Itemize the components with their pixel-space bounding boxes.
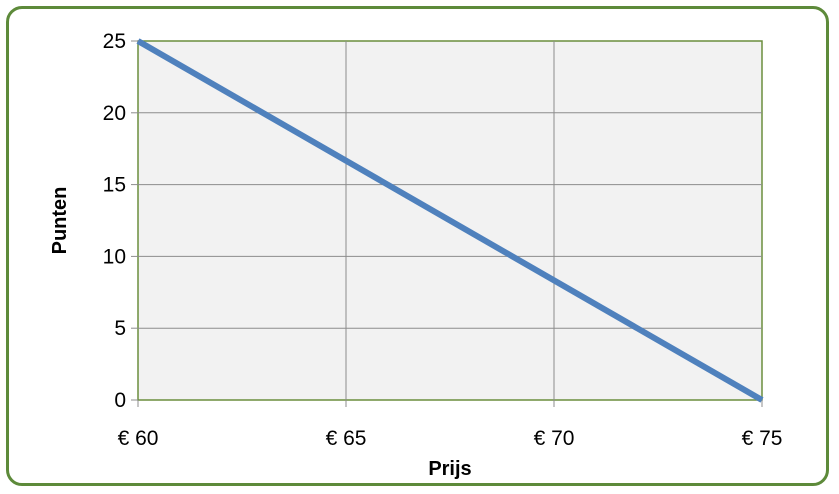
- y-tick-label: 20: [103, 102, 126, 125]
- x-axis-title: Prijs: [428, 458, 471, 480]
- gridlines: [131, 40, 763, 407]
- x-tick-label: € 75: [742, 427, 783, 450]
- series-layer: [136, 38, 764, 403]
- y-tick-label: 15: [103, 174, 126, 197]
- series-line: [136, 38, 764, 403]
- y-tick-label: 5: [114, 317, 126, 340]
- x-tick-label: € 70: [534, 427, 575, 450]
- y-axis-title: Punten: [49, 187, 71, 255]
- y-tick-label: 0: [114, 389, 126, 412]
- x-tick-label: € 60: [118, 427, 159, 450]
- x-tick-label: € 65: [326, 427, 367, 450]
- y-tick-label: 10: [103, 245, 126, 268]
- y-tick-label: 25: [103, 30, 126, 53]
- tick-labels: 0 5 10 15 20 25 € 60 € 65 € 70 € 75: [103, 30, 783, 450]
